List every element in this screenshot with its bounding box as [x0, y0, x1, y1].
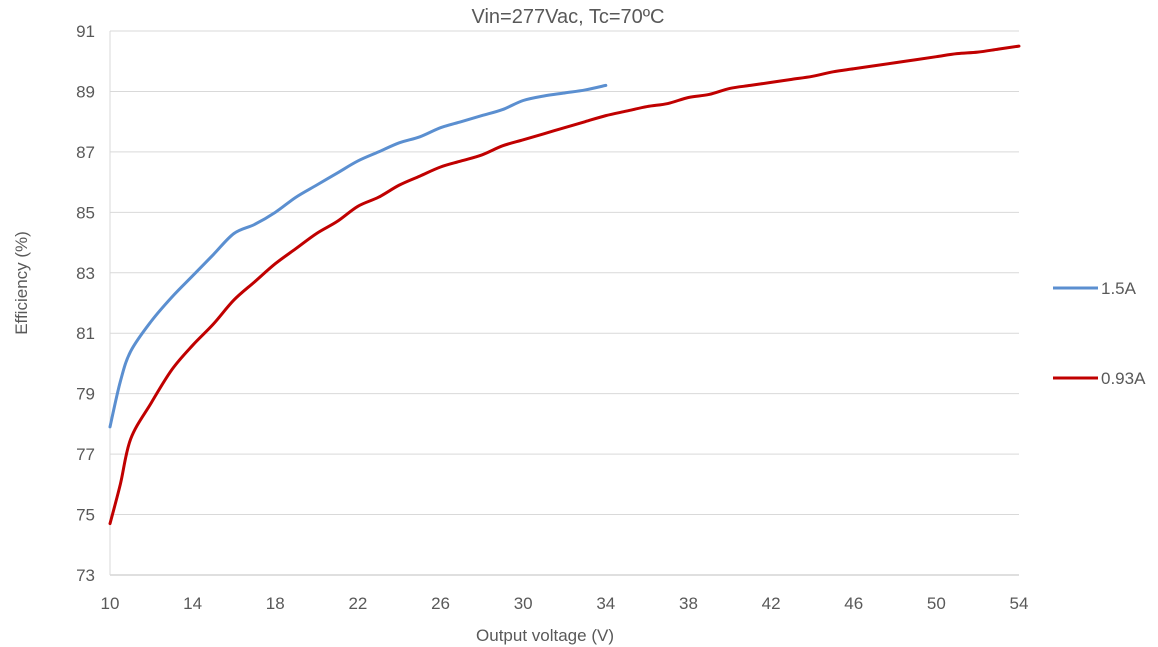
x-tick-label: 26 — [431, 594, 450, 613]
series-lines — [108, 44, 1021, 526]
x-tick-label: 46 — [844, 594, 863, 613]
x-tick-label: 38 — [679, 594, 698, 613]
y-tick-label: 83 — [76, 264, 95, 283]
y-tick-label: 75 — [76, 506, 95, 525]
x-tick-label: 14 — [183, 594, 202, 613]
y-tick-label: 77 — [76, 445, 95, 464]
x-tick-label: 30 — [514, 594, 533, 613]
x-tick-label: 42 — [762, 594, 781, 613]
y-axis-tick-labels: 73 75 77 79 81 83 85 87 89 91 — [76, 22, 95, 585]
x-tick-label: 18 — [266, 594, 285, 613]
x-tick-label: 10 — [101, 594, 120, 613]
legend-label: 1.5A — [1101, 279, 1137, 298]
chart-title: Vin=277Vac, Tc=70ºC — [472, 6, 665, 28]
x-axis-tick-labels: 10 14 18 22 26 30 34 38 42 46 50 54 — [101, 594, 1029, 613]
series-line-1-5a — [108, 83, 608, 429]
y-tick-label: 89 — [76, 82, 95, 101]
y-tick-label: 79 — [76, 385, 95, 404]
y-tick-label: 91 — [76, 22, 95, 41]
gridlines — [109, 30, 1019, 576]
x-tick-label: 50 — [927, 594, 946, 613]
x-tick-label: 54 — [1010, 594, 1029, 613]
y-axis-title: Efficiency (%) — [12, 231, 31, 335]
x-axis-title: Output voltage (V) — [476, 626, 614, 645]
x-tick-label: 34 — [596, 594, 615, 613]
x-tick-label: 22 — [348, 594, 367, 613]
y-tick-label: 85 — [76, 203, 95, 222]
series-line-0-93a — [108, 44, 1021, 526]
legend-label: 0.93A — [1101, 369, 1146, 388]
y-tick-label: 87 — [76, 143, 95, 162]
y-tick-label: 73 — [76, 566, 95, 585]
legend: 1.5A 0.93A — [1053, 279, 1146, 388]
y-tick-label: 81 — [76, 324, 95, 343]
